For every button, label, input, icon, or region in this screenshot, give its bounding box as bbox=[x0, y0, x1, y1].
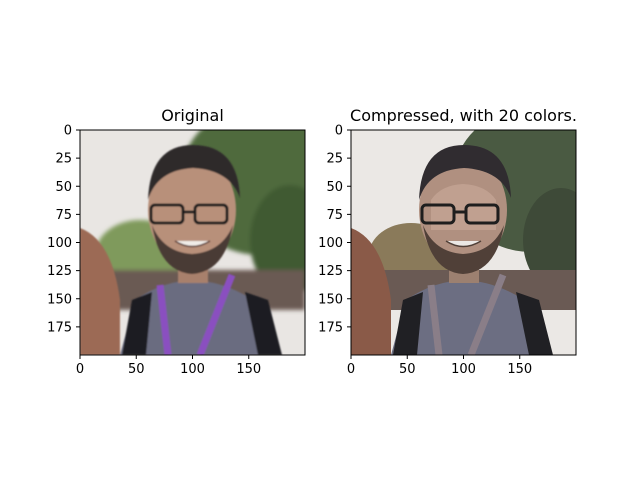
ytick-label-original-175: 175 bbox=[47, 320, 72, 335]
xtick-label-original-100: 100 bbox=[180, 362, 205, 377]
ytick-label-compressed-175: 175 bbox=[318, 320, 343, 335]
ytick-label-compressed-100: 100 bbox=[318, 236, 343, 251]
ytick-label-original-125: 125 bbox=[47, 264, 72, 279]
xtick-label-compressed-100: 100 bbox=[451, 362, 476, 377]
ytick-label-original-150: 150 bbox=[47, 292, 72, 307]
xtick-label-original-0: 0 bbox=[76, 362, 84, 377]
ytick-label-compressed-75: 75 bbox=[326, 208, 343, 223]
panel-original bbox=[80, 130, 305, 355]
ytick-label-compressed-0: 0 bbox=[335, 124, 343, 139]
ytick-label-original-50: 50 bbox=[55, 180, 72, 195]
ytick-label-compressed-25: 25 bbox=[326, 152, 343, 167]
ytick-label-original-25: 25 bbox=[55, 152, 72, 167]
subplot-title-compressed: Compressed, with 20 colors. bbox=[350, 106, 577, 125]
xtick-label-original-150: 150 bbox=[236, 362, 261, 377]
xtick-label-compressed-150: 150 bbox=[507, 362, 532, 377]
ytick-label-compressed-50: 50 bbox=[326, 180, 343, 195]
subplot-title-original: Original bbox=[161, 106, 224, 125]
xtick-label-compressed-0: 0 bbox=[347, 362, 355, 377]
ytick-label-compressed-150: 150 bbox=[318, 292, 343, 307]
axes-ticks-original: 0 50 100 150 0 25 50 75 100 125 150 175 bbox=[47, 124, 261, 378]
ytick-label-original-0: 0 bbox=[64, 124, 72, 139]
image-original bbox=[80, 130, 305, 355]
xtick-label-compressed-50: 50 bbox=[399, 362, 416, 377]
image-compressed bbox=[351, 130, 576, 355]
ytick-label-compressed-125: 125 bbox=[318, 264, 343, 279]
axes-ticks-compressed: 0 50 100 150 0 25 50 75 100 125 150 175 bbox=[318, 124, 532, 378]
panel-compressed bbox=[351, 130, 576, 355]
ytick-label-original-100: 100 bbox=[47, 236, 72, 251]
xtick-label-original-50: 50 bbox=[128, 362, 145, 377]
ytick-label-original-75: 75 bbox=[55, 208, 72, 223]
